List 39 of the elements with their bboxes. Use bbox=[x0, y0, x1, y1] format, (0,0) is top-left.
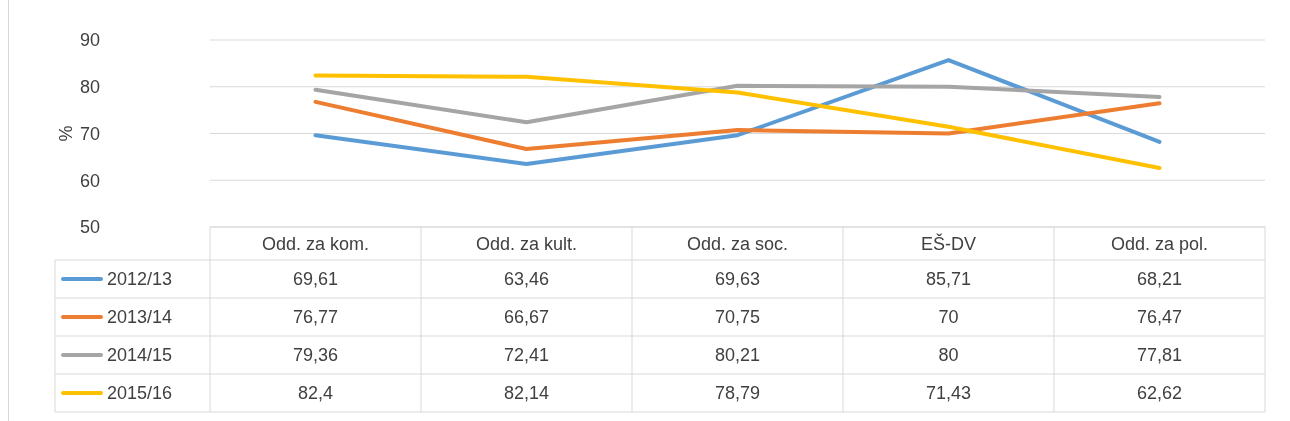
line-series bbox=[313, 73, 1162, 170]
y-tick-label: 50 bbox=[79, 217, 100, 238]
y-axis-title: % bbox=[56, 125, 77, 142]
line-series bbox=[313, 99, 1162, 152]
data-label: 69,63 bbox=[714, 269, 761, 290]
data-label: 66,67 bbox=[503, 307, 550, 328]
data-label: 82,14 bbox=[503, 383, 550, 404]
data-label: 72,41 bbox=[503, 345, 550, 366]
data-label: 70,75 bbox=[714, 307, 761, 328]
x-tick-label: Odd. za pol. bbox=[1110, 233, 1209, 254]
x-tick-label: EŠ-DV bbox=[920, 232, 977, 254]
line-series bbox=[313, 83, 1162, 125]
legend-label: 2015/16 bbox=[107, 383, 173, 404]
data-label: 77,81 bbox=[1136, 345, 1183, 366]
y-tick-label: 70 bbox=[79, 123, 100, 144]
data-label: 82,4 bbox=[297, 383, 334, 404]
data-label: 78,79 bbox=[714, 383, 761, 404]
data-label: 76,47 bbox=[1136, 307, 1183, 328]
data-label: 62,62 bbox=[1136, 383, 1183, 404]
data-label: 79,36 bbox=[292, 345, 339, 366]
data-label: 63,46 bbox=[503, 269, 550, 290]
data-label: 71,43 bbox=[925, 383, 972, 404]
data-label: 68,21 bbox=[1136, 269, 1183, 290]
data-label: 80,21 bbox=[714, 345, 761, 366]
data-label: 80 bbox=[938, 345, 959, 366]
legend-label: 2013/14 bbox=[107, 307, 173, 328]
y-tick-label: 60 bbox=[79, 170, 100, 191]
data-label: 76,77 bbox=[292, 307, 339, 328]
y-tick-label: 80 bbox=[79, 77, 100, 98]
x-tick-label: Odd. za kult. bbox=[475, 233, 578, 254]
legend-label: 2014/15 bbox=[107, 345, 173, 366]
line-series bbox=[313, 58, 1162, 167]
data-label: 70 bbox=[938, 307, 959, 328]
x-tick-label: Odd. za soc. bbox=[686, 233, 789, 254]
data-label: 69,61 bbox=[292, 269, 339, 290]
legend-label: 2012/13 bbox=[107, 269, 173, 290]
data-label: 85,71 bbox=[925, 269, 972, 290]
y-tick-label: 90 bbox=[79, 30, 100, 51]
x-tick-label: Odd. za kom. bbox=[261, 233, 370, 254]
